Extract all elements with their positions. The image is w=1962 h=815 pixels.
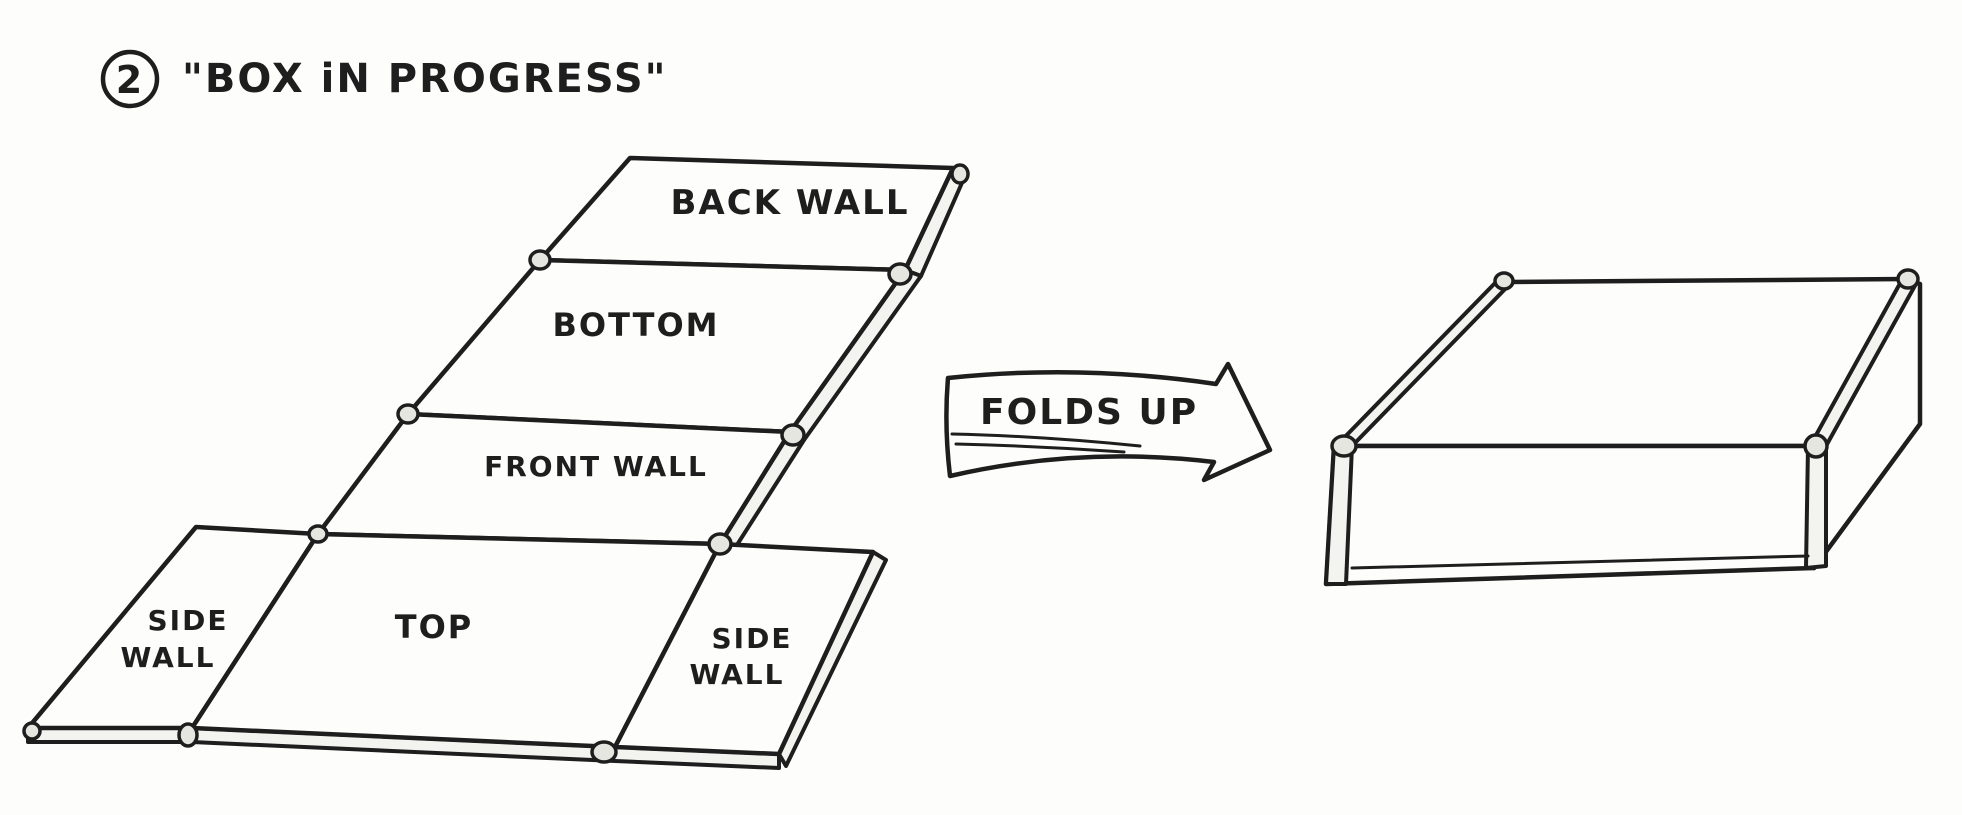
side-wall-left-label-line2: WALL (121, 641, 216, 674)
side-wall-left-label-line1: SIDE (148, 604, 229, 637)
side-wall-right-label-line2: WALL (690, 658, 785, 691)
hinge-bottom-front-right (780, 423, 806, 447)
folded-box-right-wall-front (1804, 444, 1828, 570)
top-label: TOP (395, 608, 473, 646)
folded-box-hinge-back-right (1896, 268, 1920, 290)
title-text: "BOX iN PROGRESS" (182, 56, 668, 102)
flat-box: BACK WALL BOTTOM FRONT WALL TOP SIDE WAL… (22, 155, 970, 770)
front-wall-label: FRONT WALL (484, 450, 708, 483)
side-wall-right-label-line1: SIDE (712, 622, 793, 655)
arrow-label: FOLDS UP (980, 392, 1198, 433)
hinge-slab-corner (22, 721, 42, 741)
hinge-front-top-right (707, 532, 733, 556)
back-wall-label: BACK WALL (671, 183, 910, 223)
folded-box (1323, 268, 1923, 587)
hinge-bottom-front-left (396, 403, 420, 425)
title: 2 "BOX iN PROGRESS" (100, 49, 668, 109)
arrow-underline-2 (954, 442, 1126, 454)
folded-box-hinge-front-left (1330, 434, 1358, 458)
hinge-back-bottom-right (887, 262, 913, 286)
hinge-side-left-top (177, 722, 199, 748)
folded-box-hinge-front-right (1803, 433, 1829, 459)
hinge-back-bottom-left (528, 249, 552, 271)
folded-box-left-wall-front (1324, 444, 1354, 586)
step-number-circle (100, 49, 160, 109)
hinge-front-top-left (307, 524, 329, 544)
arrow-underline (950, 432, 1142, 448)
folded-box-hinge-back-left (1493, 271, 1515, 291)
hinge-back-wall-corner (950, 163, 970, 185)
folded-box-inner-line (1350, 554, 1810, 570)
folds-up-arrow: FOLDS UP (944, 361, 1273, 483)
step-number: 2 (116, 58, 144, 102)
side-wall-right-panel (612, 541, 876, 757)
arrow-shape (944, 361, 1273, 483)
base-slab-bottom-line (26, 740, 781, 770)
bottom-label: BOTTOM (552, 306, 719, 344)
hinge-top-side-right (590, 740, 618, 764)
